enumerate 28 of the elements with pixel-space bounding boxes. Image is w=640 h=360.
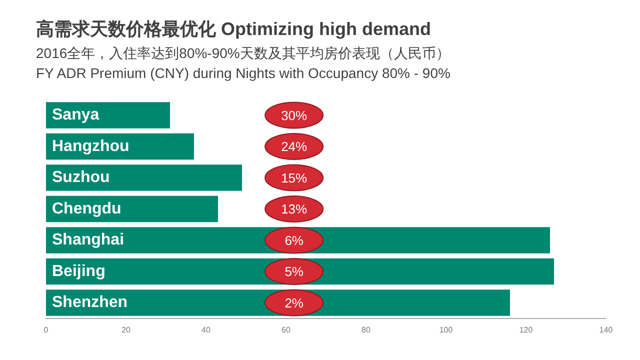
- y-tick-label: Shenzhen: [52, 294, 128, 312]
- bar: [46, 164, 242, 191]
- bar: [46, 196, 218, 222]
- y-tick-label: Chengdu: [52, 200, 122, 218]
- x-tick-label: 140: [599, 325, 614, 334]
- y-tick-label: Shanghai: [52, 232, 124, 249]
- chart-subtitle: 2016全年，入住率达到80%-90%天数及其平均房价表现（人民币） FY ADR Premium (CNY) during Nights with Occupancy 80% - 90%: [36, 44, 450, 83]
- y-tick-label: Sanya: [52, 106, 100, 124]
- y-tick-label: Beijing: [52, 262, 106, 280]
- annotation: 13%: [281, 202, 308, 217]
- x-tick-label: 100: [439, 325, 454, 334]
- annotation: 6%: [284, 232, 304, 248]
- x-tick-label: 0: [44, 325, 49, 334]
- annotation: 30%: [281, 108, 308, 123]
- annotation: 5%: [284, 264, 304, 280]
- bar: [46, 258, 554, 285]
- x-tick-label: 60: [282, 325, 291, 334]
- x-tick-label: 40: [202, 325, 211, 334]
- y-tick-label: Hangzhou: [52, 138, 130, 155]
- y-tick-label: Suzhou: [52, 169, 110, 186]
- x-tick-label: 20: [122, 325, 131, 334]
- annotation: 24%: [281, 139, 308, 154]
- bar: [46, 102, 170, 128]
- annotation: 2%: [284, 295, 304, 310]
- x-tick-label: 120: [519, 325, 534, 334]
- chart-title: 高需求天数价格最优化 Optimizing high demand: [36, 18, 431, 41]
- annotation: 15%: [281, 170, 308, 186]
- x-tick-label: 80: [362, 325, 371, 334]
